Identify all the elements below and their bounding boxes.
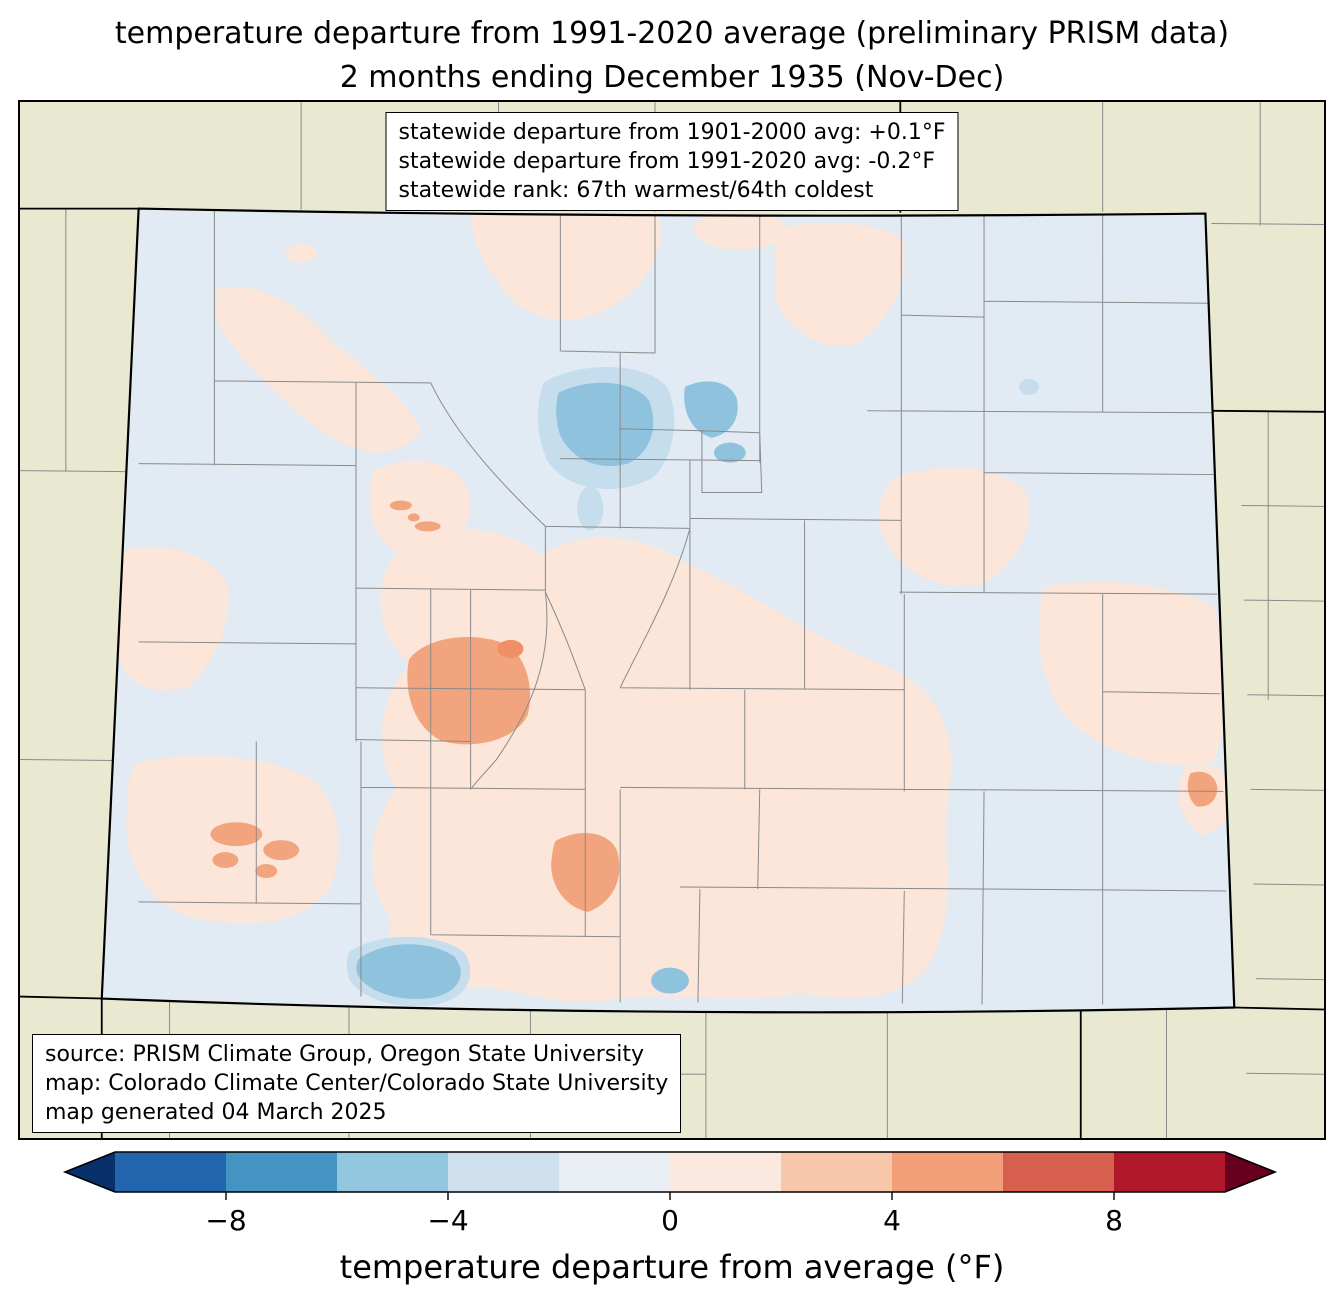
neighbor-line: [1102, 102, 1324, 226]
strong-warm-region: [389, 500, 412, 511]
figure-title: temperature departure from 1991-2020 ave…: [0, 12, 1344, 100]
warm-region: [470, 208, 660, 320]
stats-line-3: statewide rank: 67th warmest/64th coldes…: [398, 178, 874, 203]
warm-region: [879, 467, 1029, 587]
colorbar-segment: [1003, 1152, 1115, 1192]
warm-region: [216, 287, 421, 452]
cool-region: [684, 381, 738, 438]
colorbar-segment: [1114, 1152, 1225, 1192]
colorbar-ticks: [225, 1192, 1115, 1200]
colorbar-area: −8 −4 0 4 8 temperature departure from a…: [0, 1146, 1344, 1299]
colorbar-segment: [115, 1152, 227, 1192]
neighbor-line: [20, 208, 126, 761]
source-line-1: source: PRISM Climate Group, Oregon Stat…: [45, 1042, 645, 1067]
title-line-2: 2 months ending December 1935 (Nov-Dec): [339, 60, 1005, 95]
colorbar-over-arrow: [1225, 1152, 1275, 1192]
cool-region: [713, 442, 746, 463]
tick-label: −4: [427, 1204, 468, 1237]
strong-warm-region: [210, 822, 263, 847]
county-line: [867, 213, 1227, 1005]
map-axes-frame: statewide departure from 1901-2000 avg: …: [18, 100, 1326, 1140]
title-line-1: temperature departure from 1991-2020 ave…: [114, 16, 1230, 51]
source-attribution-box: source: PRISM Climate Group, Oregon Stat…: [32, 1034, 682, 1133]
county-line: [138, 209, 902, 742]
county-boundaries: [138, 209, 1227, 1005]
stats-line-2: statewide departure from 1991-2020 avg: …: [398, 149, 936, 174]
strong-warm-region: [1187, 771, 1218, 807]
colorado-temperature-map: [20, 102, 1324, 1138]
colorbar-outline: [62, 1151, 1278, 1193]
strong-warm-region: [255, 864, 278, 879]
colorbar-segment: [892, 1152, 1004, 1192]
colorbar-segment: [226, 1152, 338, 1192]
colorbar-segment: [448, 1152, 560, 1192]
colorbar-axis-label: temperature departure from average (°F): [340, 1248, 1005, 1286]
colorado-state-border: [100, 207, 1236, 1014]
colorbar-segment: [337, 1152, 449, 1192]
county-line: [619, 528, 985, 1003]
warm-region: [116, 546, 229, 691]
colorbar-segment: [670, 1152, 782, 1192]
stats-line-1: statewide departure from 1901-2000 avg: …: [398, 120, 946, 145]
warm-region: [369, 460, 470, 560]
cool-region: [356, 944, 461, 999]
neighbor-line: [1241, 411, 1324, 981]
tick-label: 4: [883, 1204, 901, 1237]
cool-anomaly-mid-group: [356, 381, 746, 999]
colorbar-segment: [559, 1152, 671, 1192]
source-line-2: map: Colorado Climate Center/Colorado St…: [45, 1071, 669, 1096]
cool-region: [577, 486, 604, 531]
warm-region: [693, 209, 786, 250]
cool-region: [651, 967, 689, 994]
warm-region: [1038, 581, 1226, 766]
statewide-stats-box: statewide departure from 1901-2000 avg: …: [385, 112, 959, 211]
colorbar-segment: [781, 1152, 893, 1192]
tick-label: 8: [1105, 1204, 1123, 1237]
strong-warm-region: [414, 521, 441, 532]
strong-warm-region: [212, 852, 239, 869]
warm-region: [285, 244, 318, 263]
strong-warm-region: [263, 840, 300, 861]
anomaly-regions: [116, 208, 1234, 1007]
strong-warm-region: [407, 513, 420, 522]
strong-warm-core: [497, 639, 524, 658]
cool-region: [1018, 378, 1039, 395]
source-line-3: map generated 04 March 2025: [45, 1100, 387, 1125]
tick-label: −8: [205, 1204, 246, 1237]
warm-anomaly-core-group: [497, 639, 524, 658]
strong-warm-region: [407, 636, 531, 745]
county-line: [138, 382, 621, 997]
tick-label: 0: [661, 1204, 679, 1237]
cool-region: [556, 382, 654, 466]
warm-region: [774, 222, 905, 346]
colorbar: −8 −4 0 4 8 temperature departure from a…: [62, 1151, 1278, 1286]
colorbar-under-arrow: [65, 1152, 115, 1192]
